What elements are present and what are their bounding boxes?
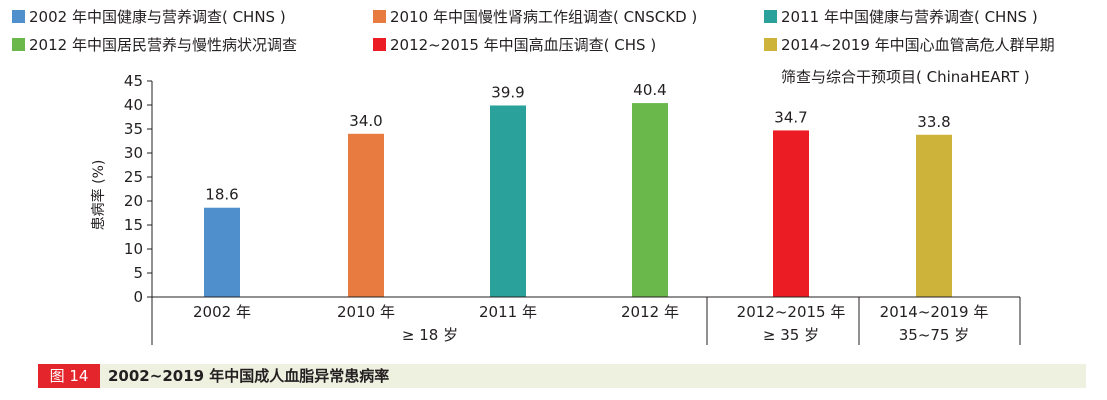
legend-label: 2002 年中国健康与营养调查( CHNS ) [29, 8, 286, 26]
bar-value-label: 33.8 [917, 113, 950, 131]
figure-caption: 2002~2019 年中国成人血脂异常患病率 [108, 367, 390, 385]
bar [348, 133, 384, 297]
bar [632, 103, 668, 297]
figure-number-label: 图 14 [38, 364, 100, 388]
bar [773, 130, 809, 297]
y-tick-label: 20 [124, 192, 143, 210]
bar-value-label: 18.6 [205, 186, 238, 204]
y-axis-label: 患病率 (%) [90, 160, 107, 231]
y-tick-label: 35 [124, 120, 143, 138]
bars: 18.6 34.0 39.9 40.4 34.7 33.8 [204, 81, 952, 297]
y-tick-label: 5 [133, 264, 143, 282]
legend: 2002 年中国健康与营养调查( CHNS ) 2010 年中国慢性肾病工作组调查… [12, 8, 1055, 86]
y-tick-label: 30 [124, 144, 143, 162]
legend-swatch [764, 10, 777, 23]
x-tick-label: 2002 年 [193, 303, 251, 321]
legend-swatch [12, 38, 25, 51]
bar-value-label: 34.7 [774, 108, 807, 126]
x-tick-label: 2012~2015 年 [737, 303, 846, 321]
legend-label: 筛查与综合干预项目( ChinaHEART ) [781, 68, 1030, 86]
y-tick-label: 0 [133, 288, 143, 306]
legend-label: 2011 年中国健康与营养调查( CHNS ) [781, 8, 1038, 26]
legend-swatch [373, 38, 386, 51]
y-axis: 0 5 10 15 20 25 30 35 40 45 [124, 72, 153, 306]
x-group-label: 35~75 岁 [899, 326, 970, 344]
y-tick-label: 40 [124, 96, 143, 114]
bar-chart: 2002 年中国健康与营养调查( CHNS ) 2010 年中国慢性肾病工作组调查… [12, 8, 1055, 345]
x-tick-label: 2012 年 [621, 303, 679, 321]
figure-caption-bar: 图 14 2002~2019 年中国成人血脂异常患病率 [38, 364, 1086, 388]
x-axis: 2002 年 2010 年 2011 年 2012 年 2012~2015 年 2014~… [151, 296, 1021, 345]
x-tick-label: 2011 年 [479, 303, 537, 321]
y-tick-label: 10 [124, 240, 143, 258]
legend-label: 2012~2015 年中国高血压调查( CHS ) [390, 36, 656, 54]
y-tick-label: 15 [124, 216, 143, 234]
bar-value-label: 39.9 [491, 83, 524, 101]
y-tick-label: 45 [124, 72, 143, 90]
legend-swatch [373, 10, 386, 23]
x-tick-label: 2010 年 [337, 303, 395, 321]
bar [204, 207, 240, 297]
bar-value-label: 40.4 [633, 81, 666, 99]
x-group-label: ≥ 18 岁 [402, 326, 458, 344]
legend-swatch [12, 10, 25, 23]
x-group-label: ≥ 35 岁 [763, 326, 819, 344]
legend-label: 2014~2019 年中国心血管高危人群早期 [781, 36, 1055, 54]
x-tick-label: 2014~2019 年 [880, 303, 989, 321]
legend-swatch [764, 38, 777, 51]
bar [916, 134, 952, 297]
bar [490, 105, 526, 297]
bar-value-label: 34.0 [349, 112, 382, 130]
y-tick-label: 25 [124, 168, 143, 186]
legend-label: 2010 年中国慢性肾病工作组调查( CNSCKD ) [390, 8, 697, 26]
legend-label: 2012 年中国居民营养与慢性病状况调查 [29, 36, 297, 54]
